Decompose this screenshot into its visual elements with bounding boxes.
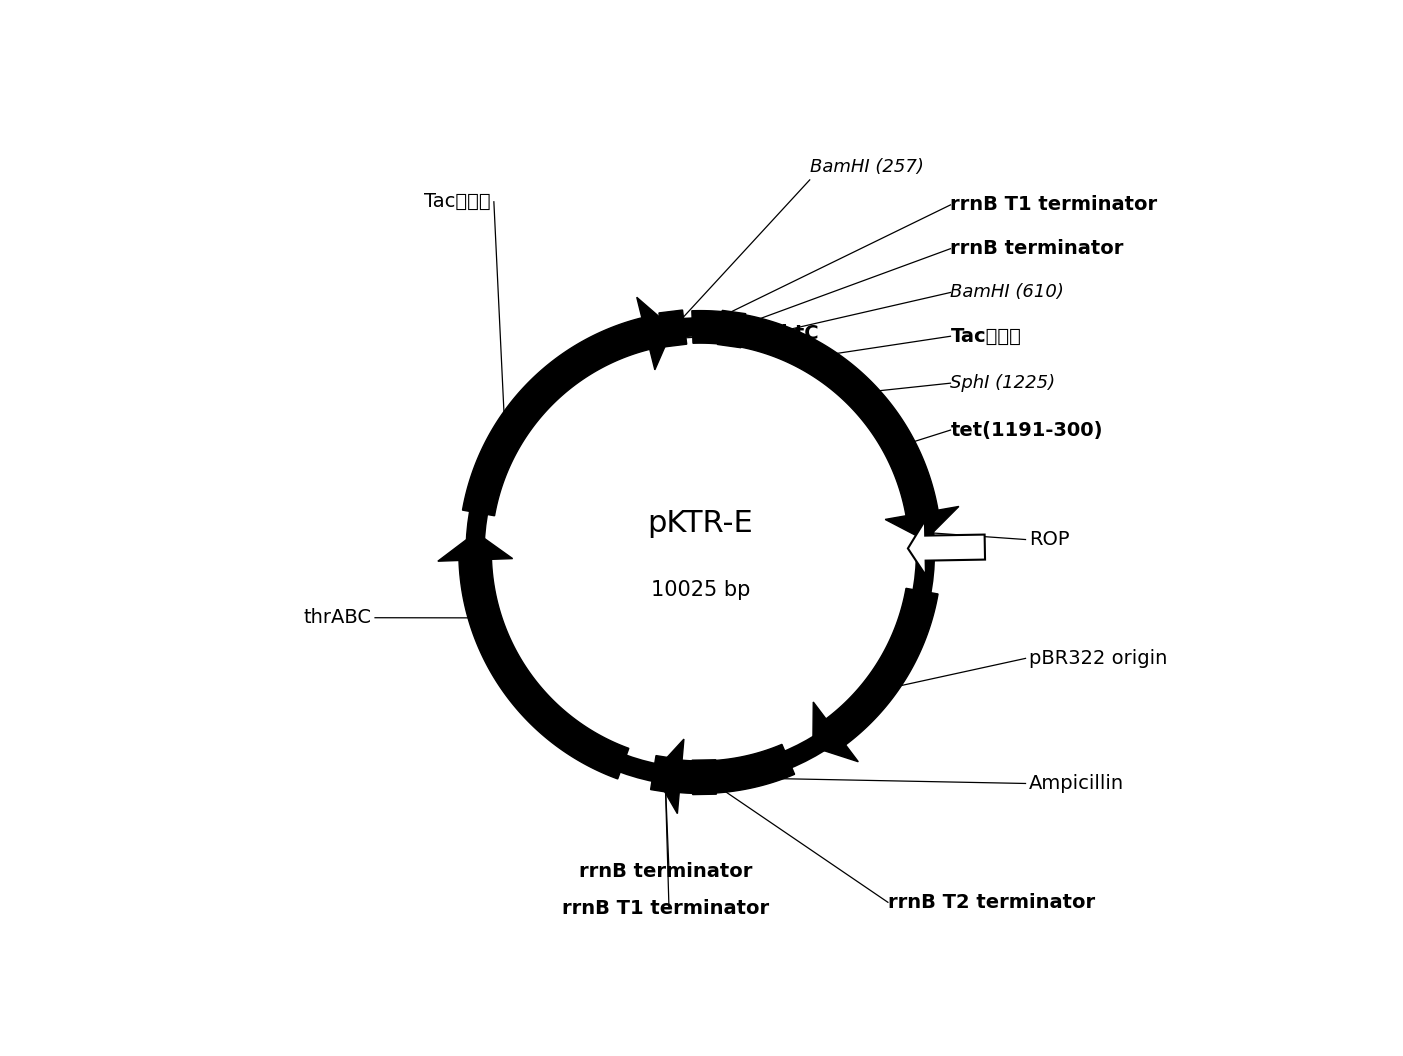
Text: BamHI (257): BamHI (257) <box>810 158 923 176</box>
Text: 10025 bp: 10025 bp <box>651 580 751 600</box>
Text: Tac启动子: Tac启动子 <box>424 192 491 211</box>
Polygon shape <box>654 739 683 813</box>
Text: RhtC: RhtC <box>766 323 818 342</box>
Polygon shape <box>459 560 629 779</box>
Polygon shape <box>659 310 686 347</box>
Polygon shape <box>637 298 673 370</box>
Polygon shape <box>908 521 985 576</box>
Polygon shape <box>679 744 794 793</box>
Text: tet(1191-300): tet(1191-300) <box>950 420 1103 439</box>
Text: Ampicillin: Ampicillin <box>1028 774 1124 793</box>
Text: rrnB terminator: rrnB terminator <box>950 240 1124 258</box>
Text: BamHI (610): BamHI (610) <box>950 283 1065 301</box>
Text: thrABC: thrABC <box>304 608 372 627</box>
Text: SphI (1225): SphI (1225) <box>950 374 1055 392</box>
Polygon shape <box>692 310 939 515</box>
Text: pBR322 origin: pBR322 origin <box>1028 648 1167 667</box>
Polygon shape <box>717 310 746 347</box>
Polygon shape <box>651 756 679 793</box>
Polygon shape <box>438 532 512 561</box>
Polygon shape <box>463 318 650 515</box>
Text: rrnB T2 terminator: rrnB T2 terminator <box>888 892 1094 911</box>
Text: Tac启动子: Tac启动子 <box>950 326 1021 345</box>
Text: rrnB T1 terminator: rrnB T1 terminator <box>950 195 1157 214</box>
Text: pKTR-E: pKTR-E <box>647 509 753 539</box>
Text: ROP: ROP <box>1028 530 1069 549</box>
Polygon shape <box>826 588 939 744</box>
Polygon shape <box>692 759 717 794</box>
Text: rrnB terminator: rrnB terminator <box>579 862 752 881</box>
Polygon shape <box>885 507 958 541</box>
Text: rrnB T1 terminator: rrnB T1 terminator <box>563 899 769 918</box>
Polygon shape <box>812 702 859 761</box>
